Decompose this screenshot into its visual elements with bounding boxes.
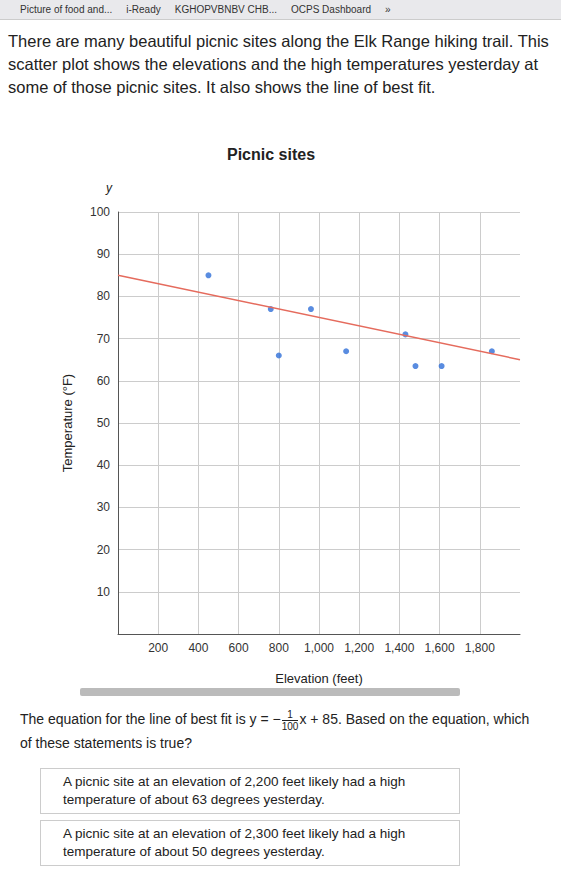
html-text:A picnic site at an elevation: A picnic site at an elevation of 2,200 f… [63,774,406,807]
svg-text:1,600: 1,600 [425,641,455,655]
svg-text:Temperature (°F): Temperature (°F) [60,374,75,472]
html-text:KGHOPVBNBV CHB...: KGHOPVBNBV CHB... [174,4,277,15]
svg-text:200: 200 [148,641,168,655]
svg-text:600: 600 [229,641,249,655]
svg-text:80: 80 [97,289,111,303]
svg-text:100: 100 [90,205,110,219]
svg-text:70: 70 [97,332,111,346]
svg-text:1,000: 1,000 [304,641,334,655]
html-text:Picture of food and...: Picture of food and... [20,4,113,15]
svg-text:40: 40 [97,458,111,472]
svg-text:800: 800 [269,641,289,655]
svg-text:y: y [105,181,113,195]
svg-text:30: 30 [97,500,111,514]
svg-text:Elevation (feet): Elevation (feet) [275,671,362,686]
svg-text:1,200: 1,200 [344,641,374,655]
html-text:1: 1 [287,708,293,720]
svg-text:20: 20 [97,543,111,557]
html-text:There are many beautiful picni: There are many beautiful picnic sites al… [8,32,549,96]
html-text:100x + 85. Based on the equati: 100x + 85. Based on the equation, which … [20,711,530,751]
svg-text:1,400: 1,400 [384,641,414,655]
svg-text:90: 90 [97,247,111,261]
html-text:The equation for the line of b: The equation for the line of best fit is… [20,711,281,727]
svg-text:10: 10 [97,585,111,599]
svg-text:Picnic sites: Picnic sites [227,146,315,163]
html-text:i-Ready: i-Ready [126,4,161,15]
svg-text:400: 400 [188,641,208,655]
svg-text:50: 50 [97,416,111,430]
html-text:A picnic site at an elevation: A picnic site at an elevation of 2,300 f… [63,826,406,859]
html-text:OCPS Dashboard: OCPS Dashboard [291,4,371,15]
svg-text:60: 60 [97,374,111,388]
svg-text:1,800: 1,800 [465,641,495,655]
